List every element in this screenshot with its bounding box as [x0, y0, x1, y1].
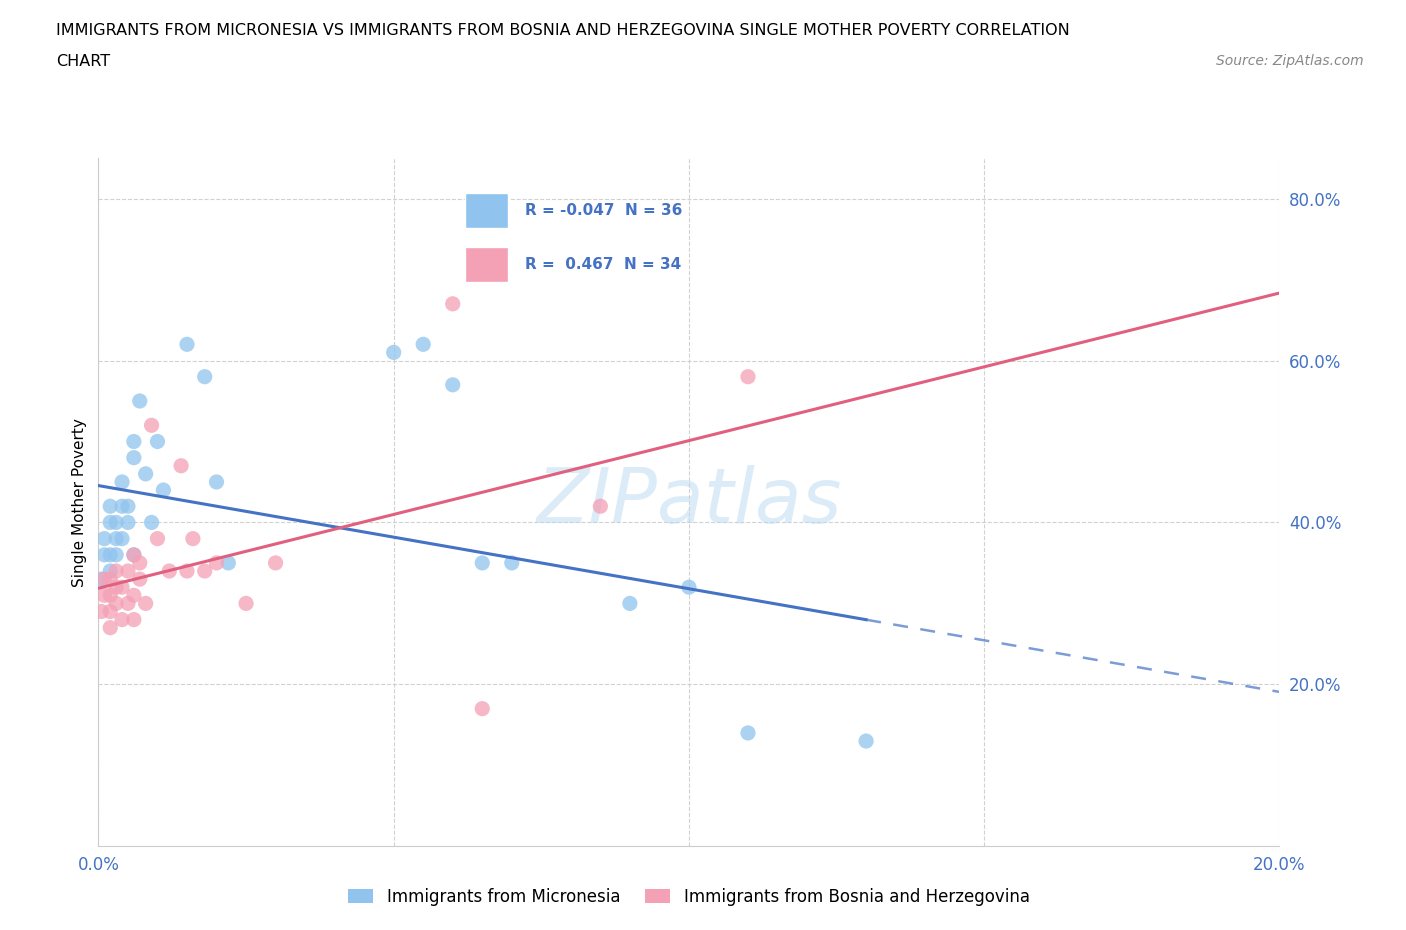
- Point: [93, 548, 115, 563]
- Point: [122, 548, 145, 563]
- Point: [111, 474, 134, 489]
- Point: [194, 369, 217, 384]
- Point: [98, 620, 121, 635]
- Point: [117, 564, 139, 578]
- Point: [90, 572, 112, 587]
- Point: [235, 596, 257, 611]
- Point: [117, 498, 139, 513]
- Point: [98, 498, 121, 513]
- Point: [111, 498, 134, 513]
- Point: [141, 515, 163, 530]
- Point: [264, 555, 287, 570]
- Point: [105, 548, 128, 563]
- Point: [98, 604, 121, 619]
- Point: [105, 531, 128, 546]
- Text: IMMIGRANTS FROM MICRONESIA VS IMMIGRANTS FROM BOSNIA AND HERZEGOVINA SINGLE MOTH: IMMIGRANTS FROM MICRONESIA VS IMMIGRANTS…: [56, 23, 1070, 38]
- Point: [146, 434, 169, 449]
- Point: [441, 378, 464, 392]
- Point: [122, 548, 145, 563]
- Point: [412, 337, 434, 352]
- Point: [737, 369, 759, 384]
- Point: [105, 596, 128, 611]
- Text: CHART: CHART: [56, 54, 110, 69]
- Point: [441, 297, 464, 312]
- Point: [117, 515, 139, 530]
- Point: [105, 515, 128, 530]
- Text: Source: ZipAtlas.com: Source: ZipAtlas.com: [1216, 54, 1364, 68]
- Point: [93, 572, 115, 587]
- Point: [111, 579, 134, 594]
- Point: [105, 579, 128, 594]
- Y-axis label: Single Mother Poverty: Single Mother Poverty: [72, 418, 87, 587]
- Point: [122, 588, 145, 603]
- Point: [111, 531, 134, 546]
- Point: [471, 701, 494, 716]
- Point: [181, 531, 204, 546]
- Point: [98, 572, 121, 587]
- Point: [589, 498, 612, 513]
- Point: [122, 434, 145, 449]
- Point: [176, 564, 198, 578]
- Point: [501, 555, 523, 570]
- Point: [205, 555, 228, 570]
- Point: [90, 604, 112, 619]
- Point: [135, 467, 157, 482]
- Point: [382, 345, 405, 360]
- Point: [122, 612, 145, 627]
- Point: [128, 555, 150, 570]
- Point: [217, 555, 239, 570]
- Point: [135, 596, 157, 611]
- Point: [98, 588, 121, 603]
- Point: [98, 515, 121, 530]
- Legend: Immigrants from Micronesia, Immigrants from Bosnia and Herzegovina: Immigrants from Micronesia, Immigrants f…: [342, 881, 1036, 912]
- Point: [122, 450, 145, 465]
- Point: [111, 612, 134, 627]
- Point: [98, 548, 121, 563]
- Point: [117, 596, 139, 611]
- Point: [170, 458, 193, 473]
- Point: [194, 564, 217, 578]
- Point: [146, 531, 169, 546]
- Point: [205, 474, 228, 489]
- Point: [471, 555, 494, 570]
- Point: [619, 596, 641, 611]
- Point: [128, 572, 150, 587]
- Point: [93, 588, 115, 603]
- Point: [105, 564, 128, 578]
- Point: [152, 483, 174, 498]
- Point: [737, 725, 759, 740]
- Point: [157, 564, 180, 578]
- Point: [176, 337, 198, 352]
- Point: [128, 393, 150, 408]
- Point: [93, 531, 115, 546]
- Point: [98, 564, 121, 578]
- Point: [678, 579, 700, 594]
- Point: [141, 418, 163, 432]
- Point: [855, 734, 877, 749]
- Text: ZIPatlas: ZIPatlas: [536, 465, 842, 539]
